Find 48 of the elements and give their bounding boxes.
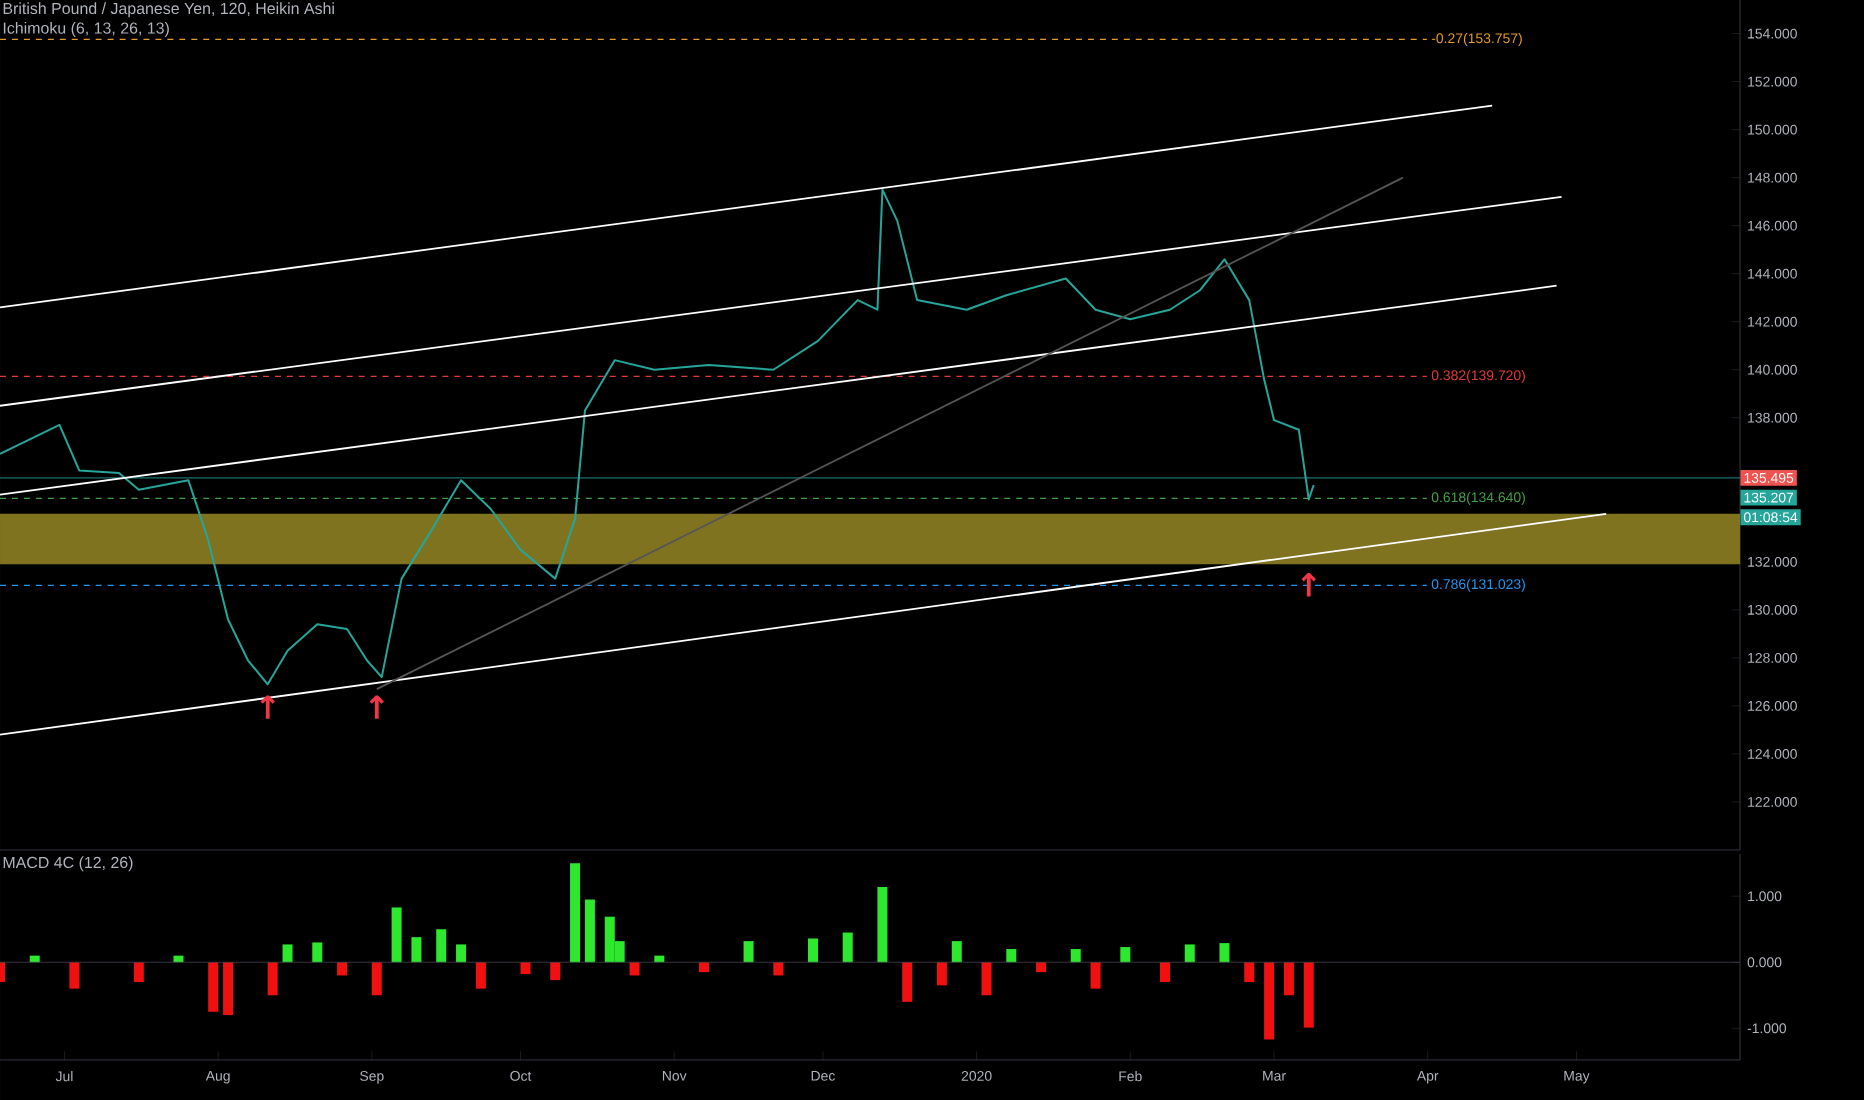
bar <box>1159 962 1170 983</box>
annotation: ↑ <box>369 695 384 719</box>
bar <box>411 937 422 963</box>
bar <box>391 907 402 963</box>
annotation: ↑ <box>1301 573 1316 597</box>
bar <box>1036 962 1047 973</box>
bar <box>584 899 595 963</box>
bar <box>1264 962 1275 1040</box>
bar <box>133 962 144 983</box>
bar <box>808 938 819 963</box>
bar <box>223 962 234 1016</box>
bar <box>173 955 184 963</box>
bar <box>1184 944 1195 963</box>
bar <box>1219 943 1230 963</box>
bar <box>1006 949 1017 963</box>
bar <box>475 962 486 989</box>
bar <box>743 941 754 963</box>
bar <box>267 962 278 996</box>
bar <box>698 962 709 973</box>
bar <box>1090 962 1101 989</box>
line-series <box>0 188 1315 686</box>
bar <box>520 962 531 975</box>
bar <box>570 863 581 963</box>
bar <box>654 955 665 963</box>
bar <box>1244 962 1255 983</box>
bar <box>936 962 947 986</box>
bar <box>902 962 913 1002</box>
bar <box>981 962 992 996</box>
bar <box>629 962 640 976</box>
bar <box>456 944 467 963</box>
bar <box>371 962 382 996</box>
bar <box>1070 949 1081 963</box>
bar <box>29 955 40 963</box>
bar <box>337 962 348 976</box>
bar <box>1120 947 1131 963</box>
bar <box>69 962 80 989</box>
bar <box>436 929 447 963</box>
bar <box>951 941 962 963</box>
bar <box>282 944 293 963</box>
bar <box>312 942 323 963</box>
bar <box>877 886 888 963</box>
bar <box>208 962 219 1012</box>
annotation: ↑ <box>260 695 275 719</box>
bar <box>773 962 784 976</box>
bar <box>1303 962 1314 1028</box>
bar <box>550 962 561 981</box>
bar <box>842 932 853 963</box>
bar <box>1283 962 1294 996</box>
